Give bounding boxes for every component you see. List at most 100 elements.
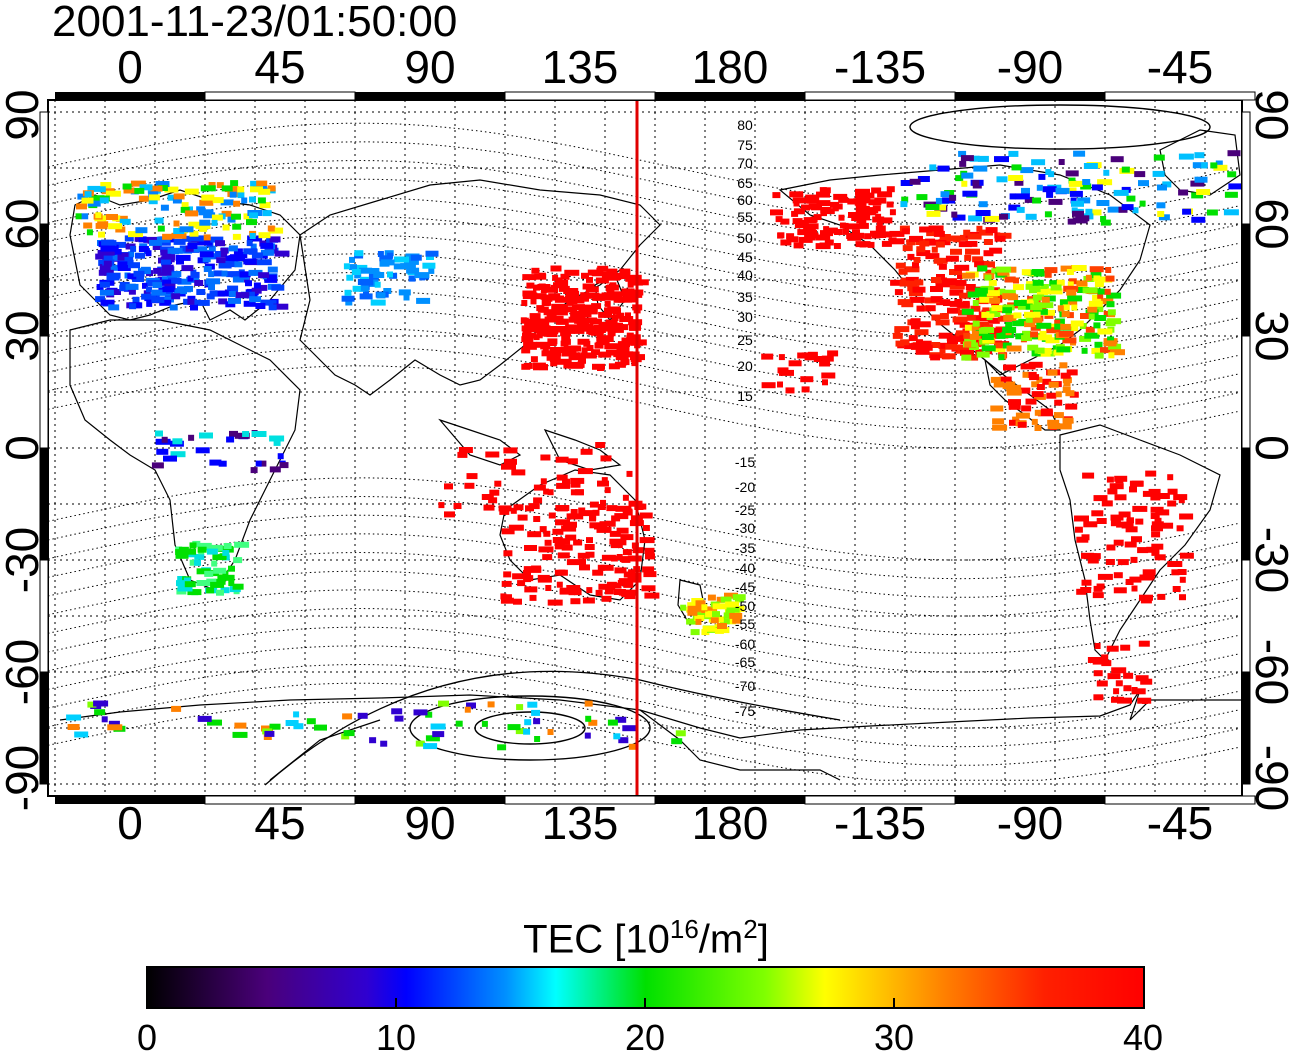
tec-cell: [1107, 206, 1122, 213]
tec-cell: [938, 332, 953, 339]
tec-cell: [1107, 673, 1121, 680]
tec-cell: [1045, 337, 1060, 344]
tec-cell: [1044, 271, 1052, 278]
tec-cell: [1058, 423, 1072, 430]
tec-cell: [1101, 500, 1113, 507]
tec-cell: [1106, 476, 1114, 483]
tec-cell: [380, 740, 388, 747]
tec-cell: [687, 609, 698, 616]
tec-cell: [607, 330, 616, 337]
tec-cell: [129, 303, 137, 310]
tec-cell: [160, 204, 169, 211]
tec-cell: [1067, 218, 1076, 225]
tec-cell: [510, 507, 517, 514]
tec-cell: [540, 478, 547, 485]
tec-cell: [248, 269, 263, 276]
tec-cell: [675, 730, 686, 737]
tec-cell: [520, 317, 527, 324]
tec-cell: [993, 381, 1004, 388]
tec-cell: [962, 272, 975, 279]
tec-cell: [438, 700, 449, 707]
tec-cell: [383, 288, 392, 294]
tec-cell: [1114, 494, 1127, 501]
tec-cell: [905, 266, 920, 273]
tec-cell: [267, 185, 276, 192]
tec-cell: [958, 241, 972, 248]
tec-cell: [1021, 405, 1032, 412]
tec-cell: [579, 564, 590, 571]
tec-cell: [591, 349, 600, 356]
tec-cell: [1138, 180, 1149, 187]
tec-cell: [352, 285, 365, 292]
tec-cell: [76, 203, 87, 210]
tec-cell: [529, 313, 541, 320]
tec-cell: [851, 215, 860, 221]
tec-cell: [552, 309, 568, 316]
tec-cell: [503, 447, 518, 454]
contour-line: [48, 533, 1241, 617]
tec-cell: [1108, 343, 1122, 350]
tec-cell: [968, 215, 983, 222]
tec-cell: [821, 355, 834, 362]
tec-cell: [189, 542, 197, 549]
tec-cell: [100, 299, 115, 306]
tec-cell: [935, 241, 945, 248]
tec-cell: [600, 455, 612, 462]
tec-cell: [377, 251, 384, 257]
contour-label: -20: [735, 479, 755, 495]
tec-cell: [1087, 657, 1102, 663]
tec-cell: [1059, 299, 1068, 306]
tec-cell: [1087, 306, 1098, 313]
tec-cell: [622, 290, 631, 297]
tec-cell: [1046, 392, 1057, 399]
tec-cell: [263, 734, 272, 740]
tec-cell: [108, 223, 123, 230]
tec-cell: [631, 360, 639, 367]
tec-cell: [930, 354, 941, 361]
tec-cell: [614, 361, 626, 368]
tec-cell: [1022, 371, 1029, 378]
tec-cell: [581, 347, 588, 354]
tec-cell: [949, 269, 962, 275]
tec-cell: [177, 278, 192, 285]
tec-cell: [269, 227, 284, 234]
tec-cell: [578, 357, 586, 364]
tec-cell: [1092, 592, 1104, 599]
tec-cell: [926, 210, 941, 217]
tec-cell: [965, 284, 976, 290]
tec-cell: [243, 213, 253, 220]
contour-label: 40: [737, 267, 753, 283]
tec-cell: [101, 716, 108, 723]
tec-cell: [712, 611, 720, 618]
tec-cell: [100, 245, 116, 252]
tec-cell: [1113, 688, 1120, 695]
tec-cell: [354, 272, 362, 279]
tec-cell: [979, 296, 994, 303]
tec-cell: [605, 319, 618, 326]
tec-cell: [864, 233, 872, 240]
tec-cell: [218, 262, 232, 269]
tec-cell: [982, 307, 990, 314]
tec-cell: [142, 282, 148, 289]
tec-cell: [712, 603, 727, 610]
tec-cell: [163, 455, 177, 462]
tec-cell: [816, 191, 830, 198]
tec-cell: [1227, 171, 1237, 178]
tec-cell: [359, 293, 373, 300]
colorbar-tick: 40: [1122, 1017, 1164, 1058]
tec-cell: [268, 300, 277, 307]
tec-cell: [1194, 152, 1205, 159]
tec-cell: [874, 197, 887, 204]
tec-cell: [1094, 306, 1104, 313]
tec-cell: [93, 700, 109, 707]
tec-cell: [1074, 515, 1089, 522]
tec-cell: [466, 702, 476, 709]
tec-cell: [203, 266, 212, 272]
tec-cell: [155, 181, 170, 187]
tec-cell: [175, 552, 189, 559]
tec-cell: [158, 286, 165, 293]
tec-cell: [403, 294, 410, 301]
tec-cell: [1135, 675, 1149, 682]
tec-cell: [157, 225, 165, 232]
